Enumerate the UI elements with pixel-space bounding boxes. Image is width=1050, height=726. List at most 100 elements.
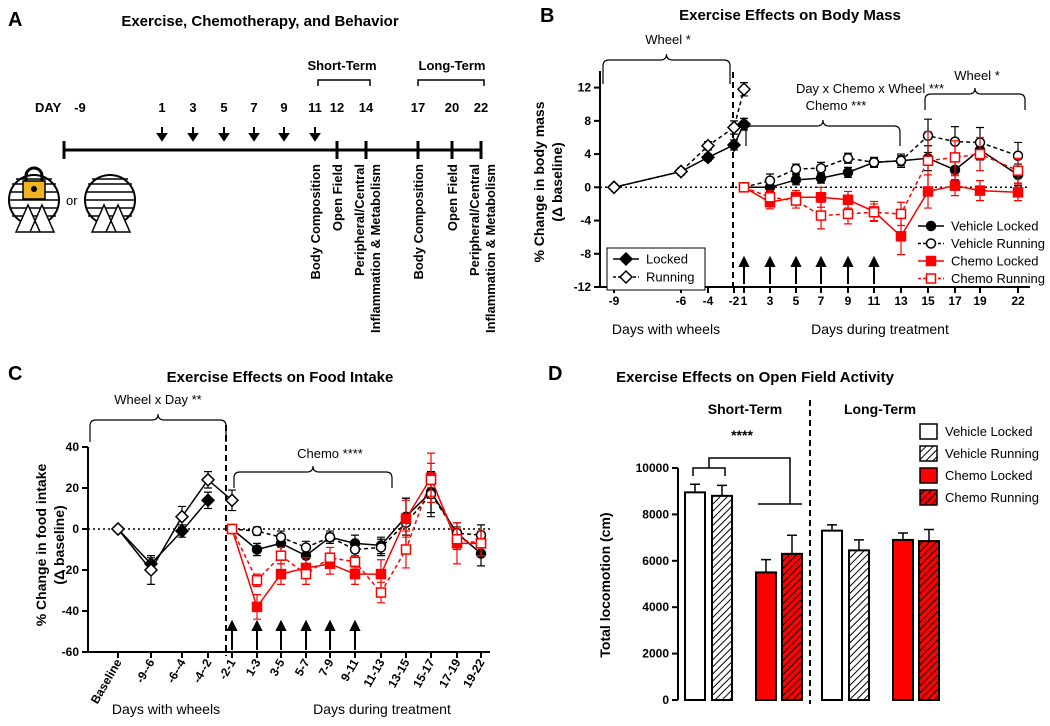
legend-marker: [618, 269, 634, 285]
timeline: [62, 141, 483, 159]
point: [764, 175, 776, 186]
legend-label: Running: [646, 270, 694, 285]
panel-b: B Exercise Effects on Body Mass % Change i…: [531, 5, 1045, 337]
event-label: Peripheral/Central: [352, 164, 367, 276]
series-line: [231, 492, 482, 551]
wheel-stripes: [86, 178, 134, 217]
annotation: Chemo ****: [297, 446, 363, 461]
treatment-arrow: [324, 619, 336, 650]
y-tick-label: -4: [580, 214, 591, 228]
legend-label: Chemo Running: [945, 490, 1039, 505]
x-tick-label: -9--6: [133, 656, 158, 685]
wheel-stand: [90, 203, 132, 233]
chart-title: Exercise Effects on Body Mass: [679, 7, 901, 24]
treatment-arrow: [226, 619, 238, 650]
lock-shackle: [24, 166, 44, 182]
point: [815, 210, 827, 221]
legend-marker: [925, 238, 937, 249]
point: [349, 544, 361, 555]
point: [300, 568, 312, 580]
day: 5: [220, 100, 227, 115]
panel-letter: C: [8, 363, 22, 385]
point: [842, 152, 854, 164]
x-tick-label: 17-19: [436, 656, 464, 690]
event-label: Inflammation & Metabolism: [483, 164, 498, 333]
point: [842, 194, 854, 206]
point: [974, 148, 986, 160]
event-label: Inflammation & Metabolism: [368, 164, 383, 333]
y-tick-label: 4: [584, 147, 591, 161]
bar: [755, 571, 777, 702]
phase-label: Short-Term: [307, 58, 376, 73]
bar: [684, 491, 706, 701]
y-tick-label: -20: [62, 563, 80, 577]
x-tick-label: 7: [818, 294, 825, 308]
point: [949, 152, 961, 163]
event-label: Peripheral/Central: [467, 164, 482, 276]
point: [400, 513, 412, 524]
point: [815, 162, 827, 174]
point: [1012, 187, 1024, 198]
event-label: Body Composition: [308, 164, 323, 280]
point: [275, 531, 287, 543]
point: [275, 568, 287, 580]
point: [815, 172, 827, 184]
diagram-title: Exercise, Chemotherapy, and Behavior: [121, 13, 398, 30]
point: [224, 493, 240, 508]
error-bar: [787, 534, 797, 574]
phase-bracket: [317, 79, 371, 86]
error-bar: [898, 532, 908, 548]
annotation: ****: [731, 427, 753, 443]
bar: [711, 494, 733, 701]
point: [922, 155, 934, 166]
legend-label: Vehicle Locked: [945, 424, 1032, 439]
error-bar: [854, 539, 864, 562]
y-tick-label: 8000: [642, 507, 669, 521]
x-tick-label: Baseline: [88, 656, 125, 706]
panel-d: D Exercise Effects on Open Field Activity…: [548, 363, 1039, 707]
day: -9: [74, 100, 86, 115]
category-label: Short-Term: [708, 401, 782, 417]
treatment-arrow: [790, 255, 802, 284]
event-label: Body Composition: [411, 164, 426, 280]
point: [251, 544, 263, 555]
lock-hole: [31, 186, 37, 192]
point: [275, 550, 287, 561]
point: [790, 163, 802, 175]
x-tick-label: 5-7: [292, 656, 313, 678]
panel-a: A Exercise, Chemotherapy, and Behavior S…: [8, 9, 498, 333]
point: [790, 195, 802, 206]
bar: [781, 552, 803, 702]
treatment-arrow: [251, 619, 263, 650]
y-tick-label: 20: [66, 481, 80, 495]
wheel-stand: [14, 203, 56, 233]
annotation-brace: [602, 53, 731, 84]
point: [251, 525, 263, 537]
x-tick-label: 19: [973, 294, 987, 308]
y-tick-label: 12: [578, 81, 592, 95]
error-bar: [761, 558, 771, 586]
legend-label: Chemo Running: [951, 271, 1045, 286]
point: [736, 82, 752, 97]
y-tick-label: 0: [72, 522, 79, 536]
error-bar: [827, 524, 837, 538]
legend-marker: [925, 220, 937, 232]
annotation: Day x Chemo x Wheel ***: [796, 81, 944, 96]
y-tick-label: 0: [662, 693, 669, 707]
y-axis-label: (Δ baseline): [51, 505, 67, 584]
x-tick-label: 3-5: [267, 656, 288, 678]
legend-label: Chemo Locked: [945, 468, 1032, 483]
x-group-label: Days during treatment: [811, 321, 949, 337]
x-tick-label: 19-22: [460, 656, 488, 690]
point: [324, 531, 336, 543]
wheel-icon-running: [84, 174, 136, 233]
point: [300, 542, 312, 553]
x-tick-label: 11-13: [360, 656, 387, 689]
phase-label: Long-Term: [419, 58, 486, 73]
point: [868, 157, 880, 168]
panel-letter: B: [540, 5, 554, 27]
legend-label: Vehicle Running: [951, 236, 1045, 251]
y-tick-label: -8: [580, 247, 591, 261]
x-tick-label: 1: [741, 294, 748, 308]
day-label: DAY: [35, 100, 62, 115]
